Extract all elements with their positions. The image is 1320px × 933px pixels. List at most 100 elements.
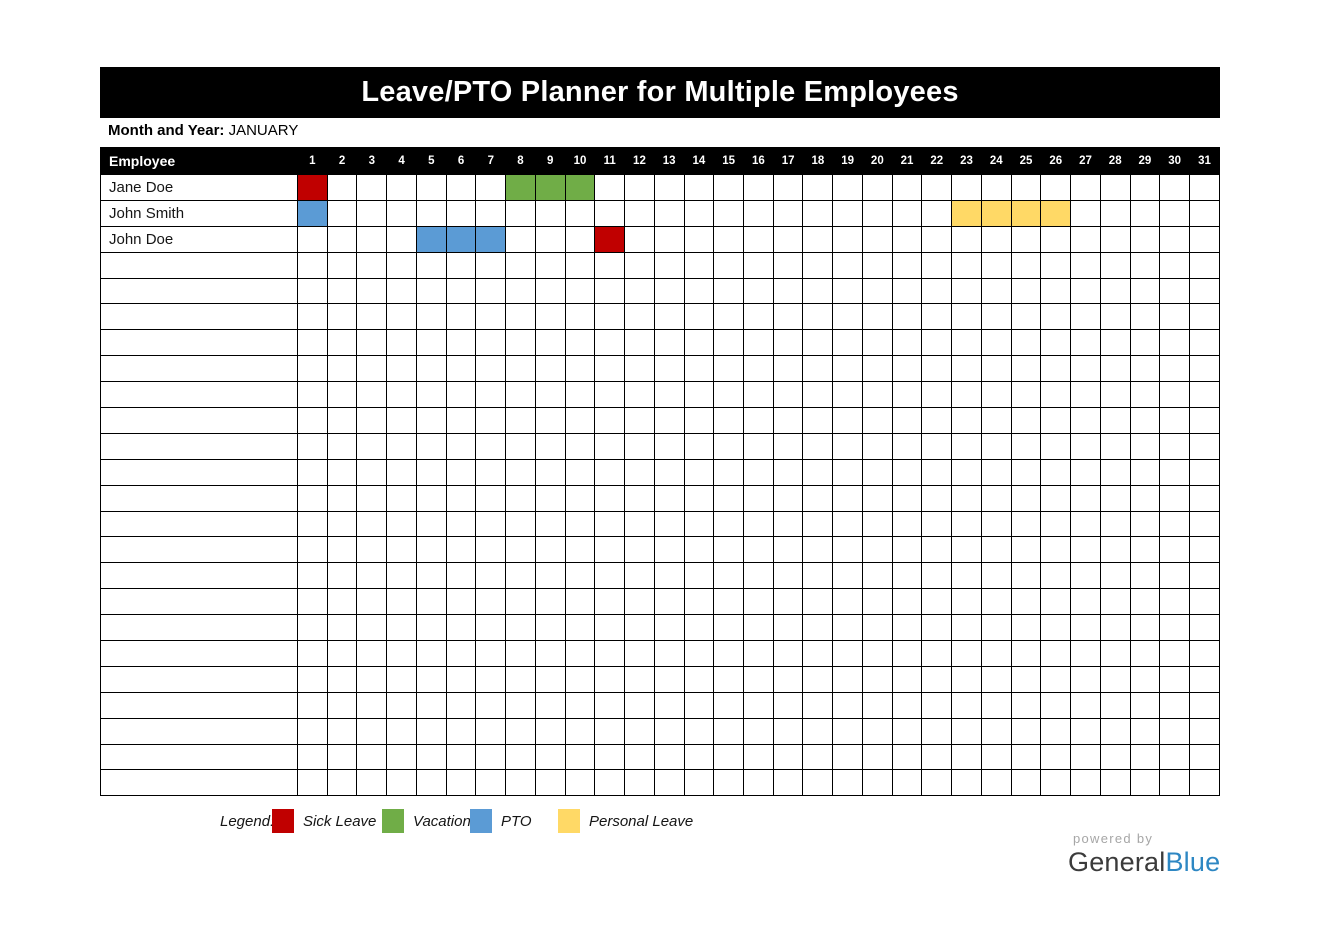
day-cell[interactable] — [297, 562, 328, 590]
day-cell[interactable] — [1099, 407, 1131, 434]
day-cell[interactable] — [861, 303, 893, 331]
day-cell[interactable] — [445, 381, 477, 409]
day-cell[interactable] — [861, 588, 893, 616]
day-cell[interactable] — [475, 329, 507, 357]
day-cell[interactable] — [297, 407, 328, 434]
day-cell[interactable] — [743, 174, 774, 201]
day-cell[interactable] — [891, 329, 923, 357]
day-cell[interactable] — [564, 562, 596, 590]
day-cell[interactable] — [624, 510, 655, 538]
day-cell[interactable] — [1010, 484, 1042, 512]
day-cell[interactable] — [1129, 432, 1161, 460]
day-cell[interactable] — [1099, 381, 1131, 409]
day-cell[interactable] — [713, 588, 745, 616]
day-cell[interactable] — [713, 225, 745, 253]
day-cell[interactable] — [386, 743, 417, 771]
day-cell[interactable] — [505, 251, 536, 279]
day-cell[interactable] — [326, 432, 358, 460]
day-cell[interactable] — [1159, 510, 1191, 538]
day-cell[interactable] — [564, 329, 596, 357]
day-cell[interactable] — [1099, 717, 1131, 745]
day-cell[interactable] — [326, 407, 358, 434]
day-cell[interactable] — [475, 484, 507, 512]
day-cell[interactable] — [891, 614, 923, 642]
day-cell[interactable] — [356, 199, 388, 227]
employee-name-cell[interactable] — [100, 769, 298, 797]
day-cell[interactable] — [1040, 588, 1072, 616]
day-cell[interactable] — [921, 432, 953, 460]
day-cell[interactable] — [564, 536, 596, 564]
day-cell[interactable] — [1189, 614, 1220, 642]
day-cell[interactable] — [1129, 614, 1161, 642]
day-cell[interactable] — [1040, 225, 1072, 253]
day-cell[interactable] — [713, 355, 745, 383]
day-cell[interactable] — [1129, 251, 1161, 279]
day-cell[interactable] — [921, 588, 953, 616]
day-cell[interactable] — [1070, 432, 1101, 460]
day-cell[interactable] — [415, 355, 447, 383]
day-cell[interactable] — [1010, 562, 1042, 590]
day-cell[interactable] — [743, 769, 774, 797]
day-cell[interactable] — [683, 743, 715, 771]
day-cell[interactable] — [356, 717, 388, 745]
day-cell[interactable] — [980, 303, 1012, 331]
day-cell[interactable] — [445, 665, 477, 693]
day-cell[interactable] — [505, 381, 536, 409]
day-cell[interactable] — [653, 588, 685, 616]
day-cell[interactable] — [980, 588, 1012, 616]
day-cell[interactable] — [1070, 691, 1101, 719]
day-cell[interactable] — [653, 743, 685, 771]
day-cell[interactable] — [1040, 458, 1072, 486]
day-cell[interactable] — [624, 562, 655, 590]
day-cell[interactable] — [1159, 614, 1191, 642]
day-cell[interactable] — [475, 251, 507, 279]
day-cell[interactable] — [1040, 174, 1072, 201]
day-cell[interactable] — [683, 691, 715, 719]
day-cell[interactable] — [1129, 303, 1161, 331]
day-cell[interactable] — [505, 510, 536, 538]
day-cell[interactable] — [475, 562, 507, 590]
day-cell[interactable] — [594, 355, 626, 383]
employee-name-cell[interactable] — [100, 329, 298, 357]
day-cell[interactable] — [713, 407, 745, 434]
day-cell[interactable] — [832, 251, 863, 279]
day-cell[interactable] — [1010, 303, 1042, 331]
day-cell[interactable] — [624, 458, 655, 486]
day-cell[interactable] — [356, 510, 388, 538]
day-cell[interactable] — [802, 355, 834, 383]
day-cell[interactable] — [980, 691, 1012, 719]
day-cell[interactable] — [505, 743, 536, 771]
day-cell[interactable] — [475, 355, 507, 383]
day-cell[interactable] — [921, 303, 953, 331]
day-cell[interactable] — [683, 458, 715, 486]
day-cell[interactable] — [445, 174, 477, 201]
employee-name-cell[interactable]: Jane Doe — [100, 174, 298, 201]
day-cell[interactable] — [891, 277, 923, 305]
day-cell[interactable] — [564, 588, 596, 616]
day-cell[interactable] — [326, 769, 358, 797]
day-cell[interactable] — [1189, 769, 1220, 797]
day-cell[interactable] — [594, 665, 626, 693]
day-cell[interactable] — [564, 251, 596, 279]
day-cell[interactable] — [861, 174, 893, 201]
day-cell[interactable] — [445, 691, 477, 719]
day-cell[interactable] — [891, 303, 923, 331]
day-cell[interactable] — [1159, 484, 1191, 512]
day-cell[interactable] — [326, 329, 358, 357]
day-cell[interactable] — [445, 743, 477, 771]
day-cell[interactable] — [594, 640, 626, 667]
day-cell[interactable] — [1010, 743, 1042, 771]
day-cell[interactable] — [534, 381, 566, 409]
day-cell[interactable] — [386, 199, 417, 227]
day-cell[interactable] — [1070, 562, 1101, 590]
day-cell[interactable] — [1010, 536, 1042, 564]
day-cell[interactable] — [1010, 665, 1042, 693]
day-cell[interactable] — [683, 562, 715, 590]
day-cell[interactable] — [802, 277, 834, 305]
day-cell[interactable] — [802, 381, 834, 409]
day-cell[interactable] — [475, 303, 507, 331]
day-cell[interactable] — [1070, 303, 1101, 331]
day-cell[interactable] — [802, 769, 834, 797]
day-cell[interactable] — [415, 329, 447, 357]
day-cell[interactable] — [951, 769, 982, 797]
